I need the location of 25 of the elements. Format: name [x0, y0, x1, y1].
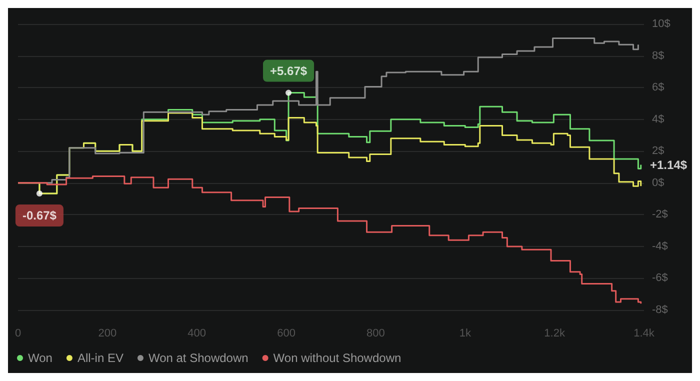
- x-tick-label: 400: [188, 328, 206, 340]
- x-tick-label: 1.2k: [544, 328, 566, 340]
- y-tick-label: 2$: [652, 145, 664, 158]
- annotation: +1.14$: [650, 158, 688, 172]
- legend-label: Won without Showdown: [273, 351, 402, 365]
- y-tick-label: 6$: [652, 82, 664, 94]
- x-tick-label: 800: [366, 328, 385, 340]
- y-tick-label: -8$: [652, 304, 668, 316]
- y-tick-label: 0$: [652, 176, 664, 189]
- annotation: +5.67$: [270, 64, 308, 78]
- y-tick-label: 10$: [652, 18, 670, 30]
- legend-label: All-in EV: [77, 351, 124, 365]
- y-tick-label: -2$: [652, 208, 668, 221]
- y-tick-label: -4$: [652, 240, 668, 252]
- x-tick-label: 600: [277, 328, 296, 340]
- annotation: -0.67$: [22, 208, 57, 223]
- y-tick-label: 4$: [652, 113, 664, 126]
- y-tick-label: -6$: [652, 272, 668, 284]
- x-tick-label: 1.4k: [634, 328, 655, 340]
- x-tick-label: 1k: [459, 328, 472, 340]
- y-tick-label: 8$: [652, 50, 664, 62]
- legend-label: Won: [28, 351, 52, 365]
- x-tick-label: 0: [14, 328, 22, 340]
- x-tick-label: 200: [98, 328, 117, 340]
- legend-label: Won at Showdown: [148, 351, 248, 365]
